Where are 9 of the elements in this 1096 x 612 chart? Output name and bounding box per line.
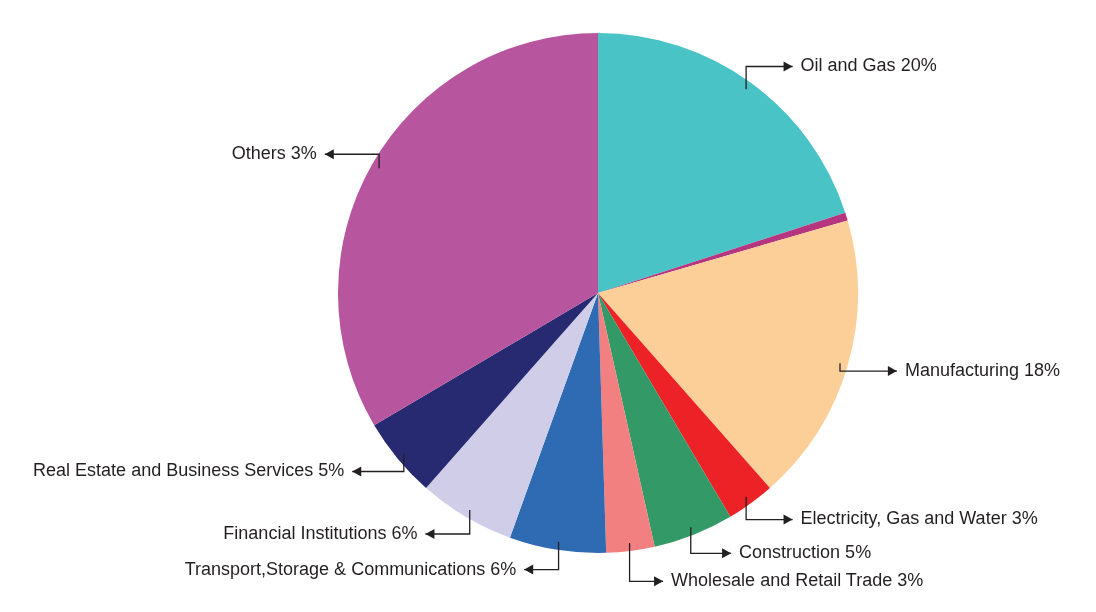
slice-label: Transport,Storage & Communications 6% xyxy=(184,558,517,579)
slice-label: Financial Institutions 6% xyxy=(223,522,418,543)
slice-label: Electricity, Gas and Water 3% xyxy=(800,508,1038,529)
slice-label: Oil and Gas 20% xyxy=(800,55,937,76)
slice-label: Construction 5% xyxy=(739,542,872,563)
slice-label: Wholesale and Retail Trade 3% xyxy=(671,570,924,591)
slice-label: Manufacturing 18% xyxy=(904,360,1060,381)
slice-label: Others 3% xyxy=(231,143,317,164)
slice-label: Real Estate and Business Services 5% xyxy=(33,460,345,481)
